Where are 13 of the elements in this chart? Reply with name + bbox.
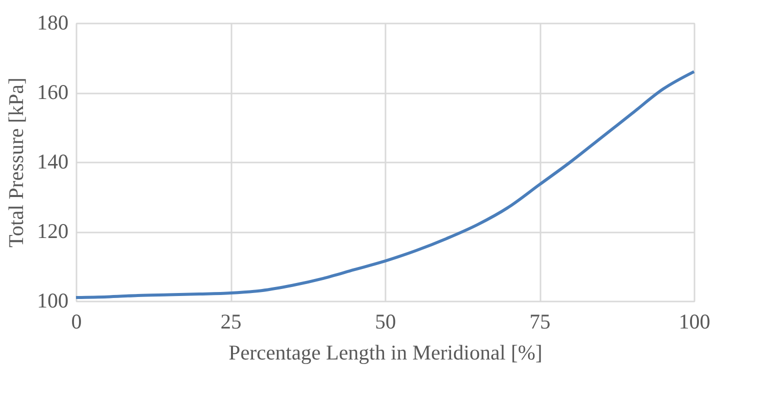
y-tick-label: 140 [37, 150, 68, 174]
x-tick-label: 75 [530, 310, 550, 334]
y-tick-label: 160 [37, 80, 68, 104]
x-tick-label: 100 [678, 310, 710, 334]
y-tick-label: 180 [37, 10, 68, 34]
line-series [74, 70, 696, 300]
x-tick-label: 25 [220, 310, 242, 334]
y-tick-label: 100 [37, 288, 68, 312]
y-tick-label: 120 [37, 219, 68, 243]
x-tick-label: 0 [71, 310, 82, 334]
x-axis-title: Percentage Length in Meridional [%] [228, 340, 542, 364]
x-tick-label: 50 [375, 310, 396, 334]
y-axis-title: Total Pressure [kPa] [4, 78, 28, 248]
